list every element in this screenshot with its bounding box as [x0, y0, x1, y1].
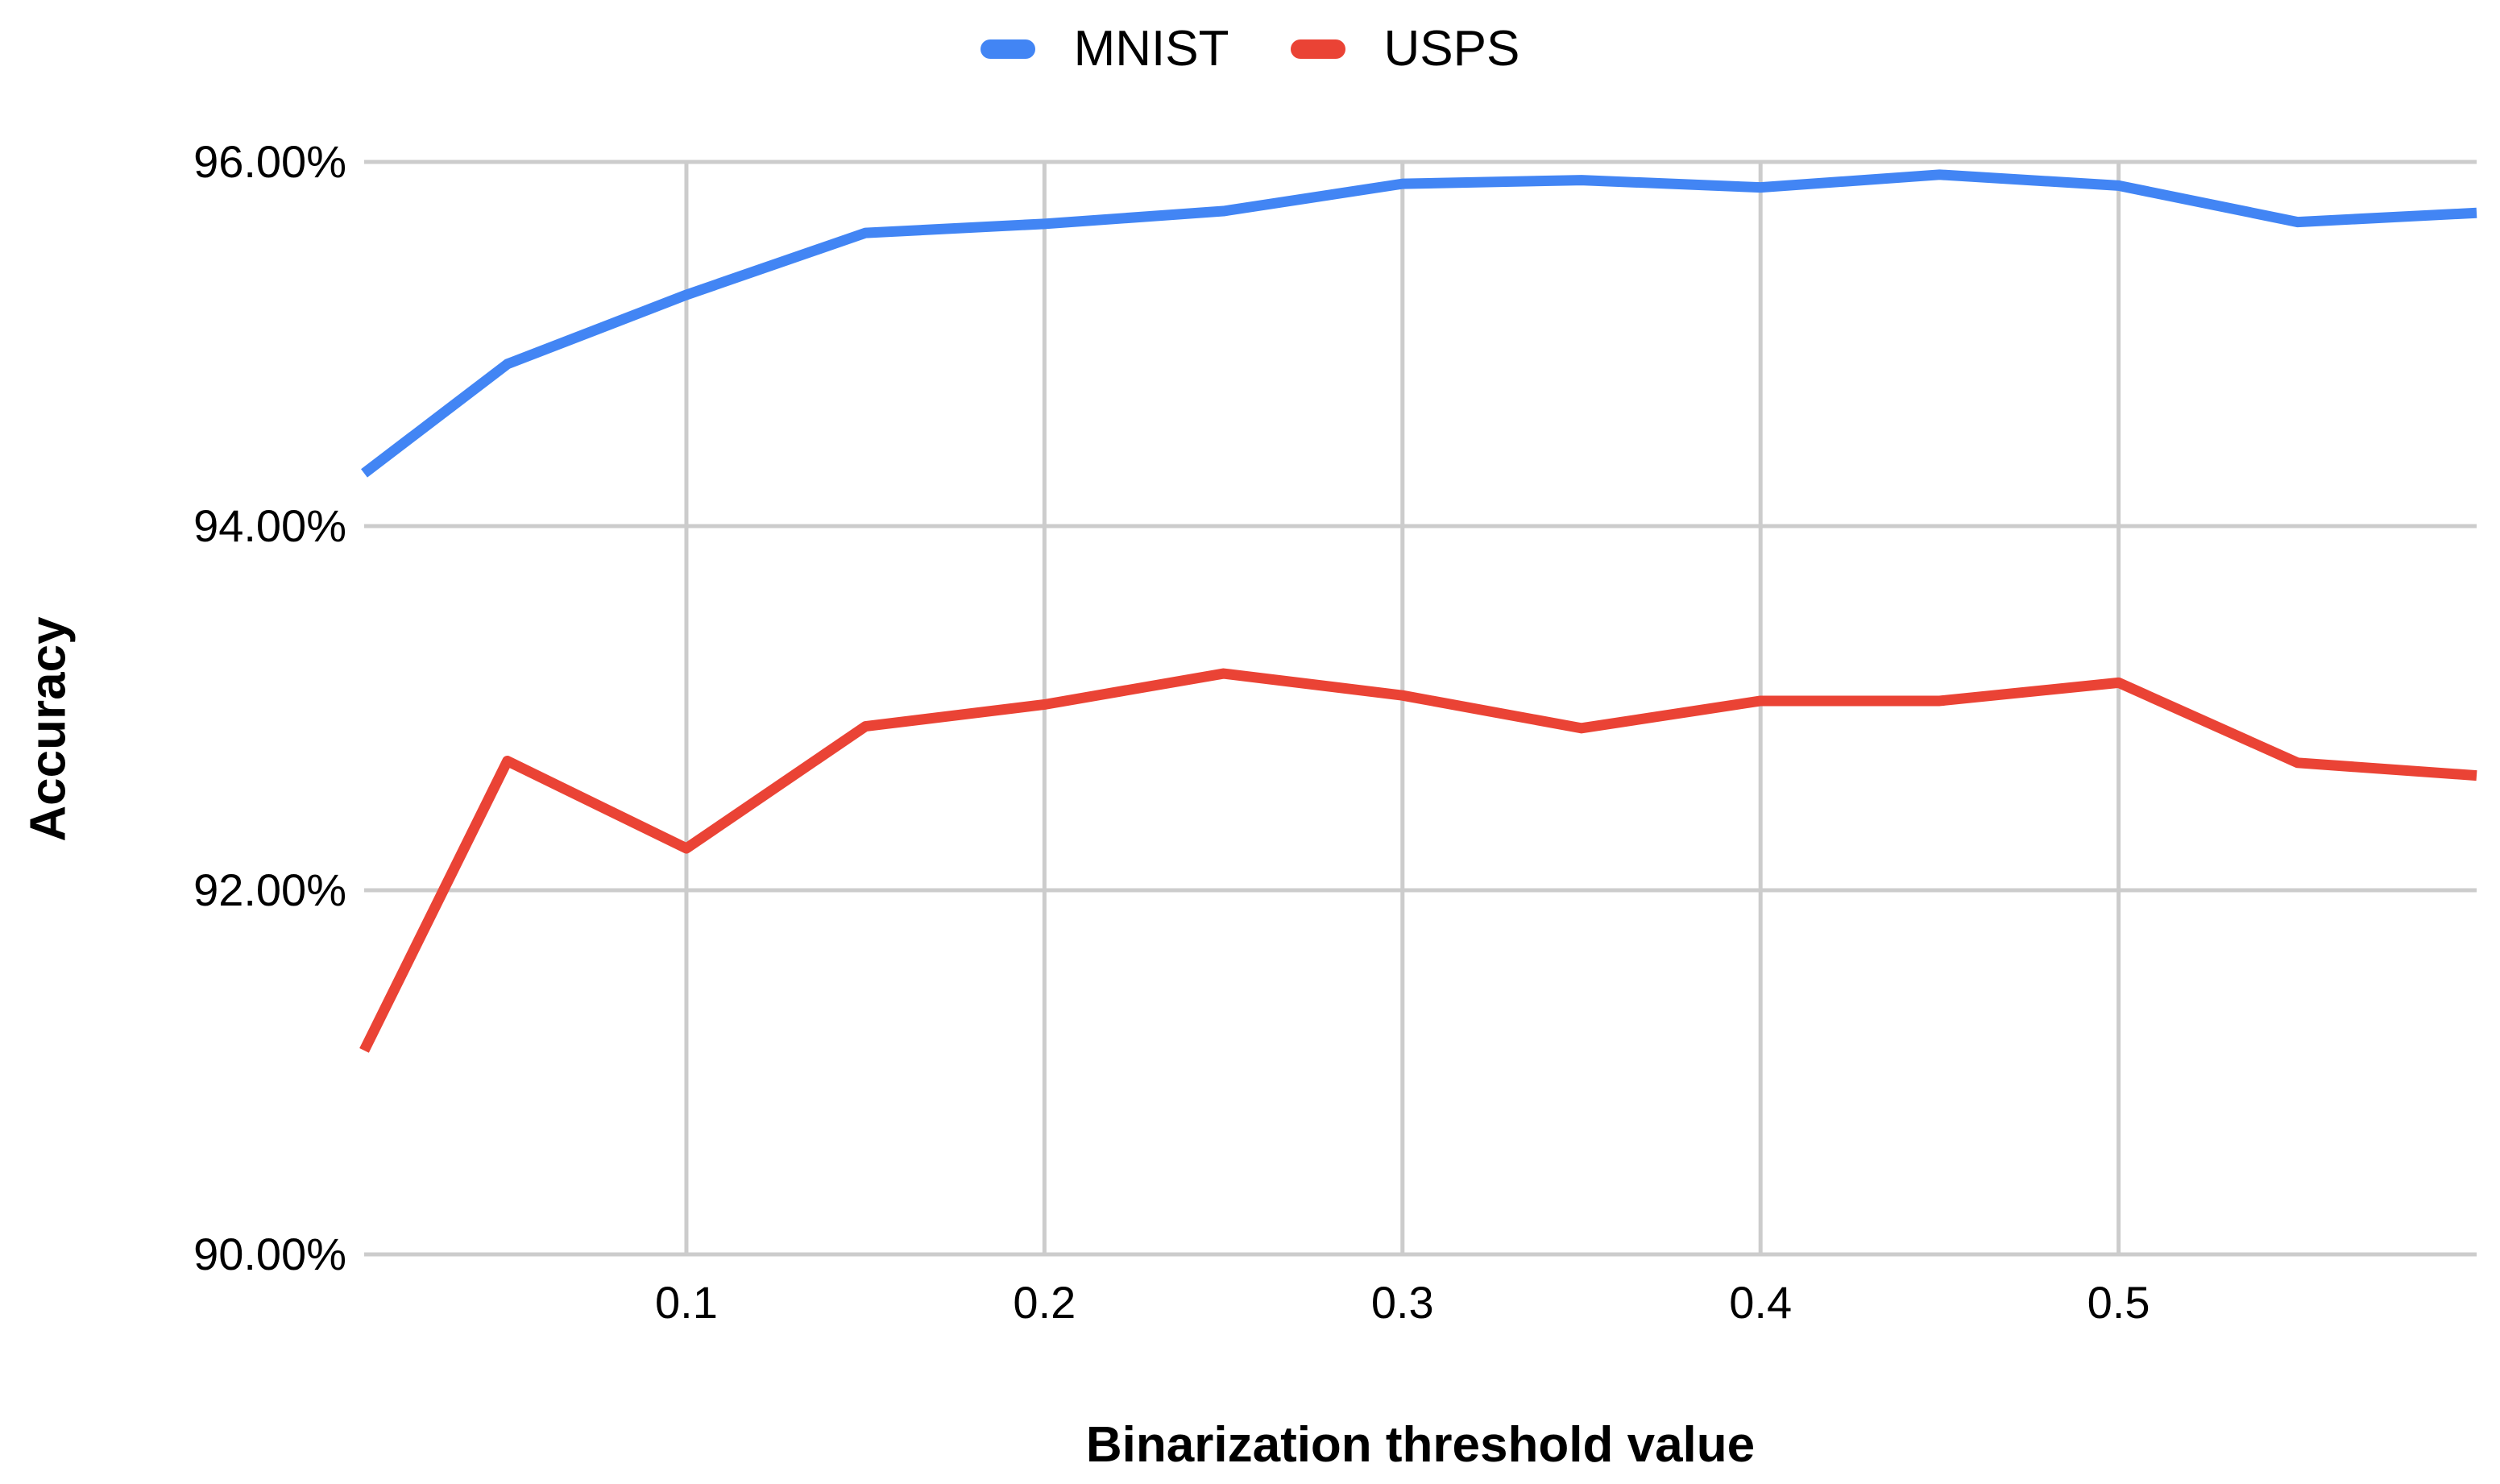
y-tick-label: 96.00% [193, 136, 346, 187]
x-tick-label: 0.1 [655, 1277, 718, 1328]
y-tick-label: 92.00% [193, 864, 346, 915]
y-tick-label: 90.00% [193, 1229, 346, 1279]
x-tick-label: 0.3 [1370, 1277, 1434, 1328]
mnist-series-line [361, 169, 2477, 478]
x-tick-label: 0.4 [1729, 1277, 1793, 1328]
usps-series-line [359, 668, 2477, 1053]
y-axis-title: Accuracy [20, 616, 77, 842]
x-axis-title: Binarization threshold value [1085, 1417, 1756, 1473]
y-tick-label: 94.00% [193, 500, 346, 551]
x-tick-label: 0.2 [1013, 1277, 1076, 1328]
x-tick-label: 0.5 [2087, 1277, 2150, 1328]
